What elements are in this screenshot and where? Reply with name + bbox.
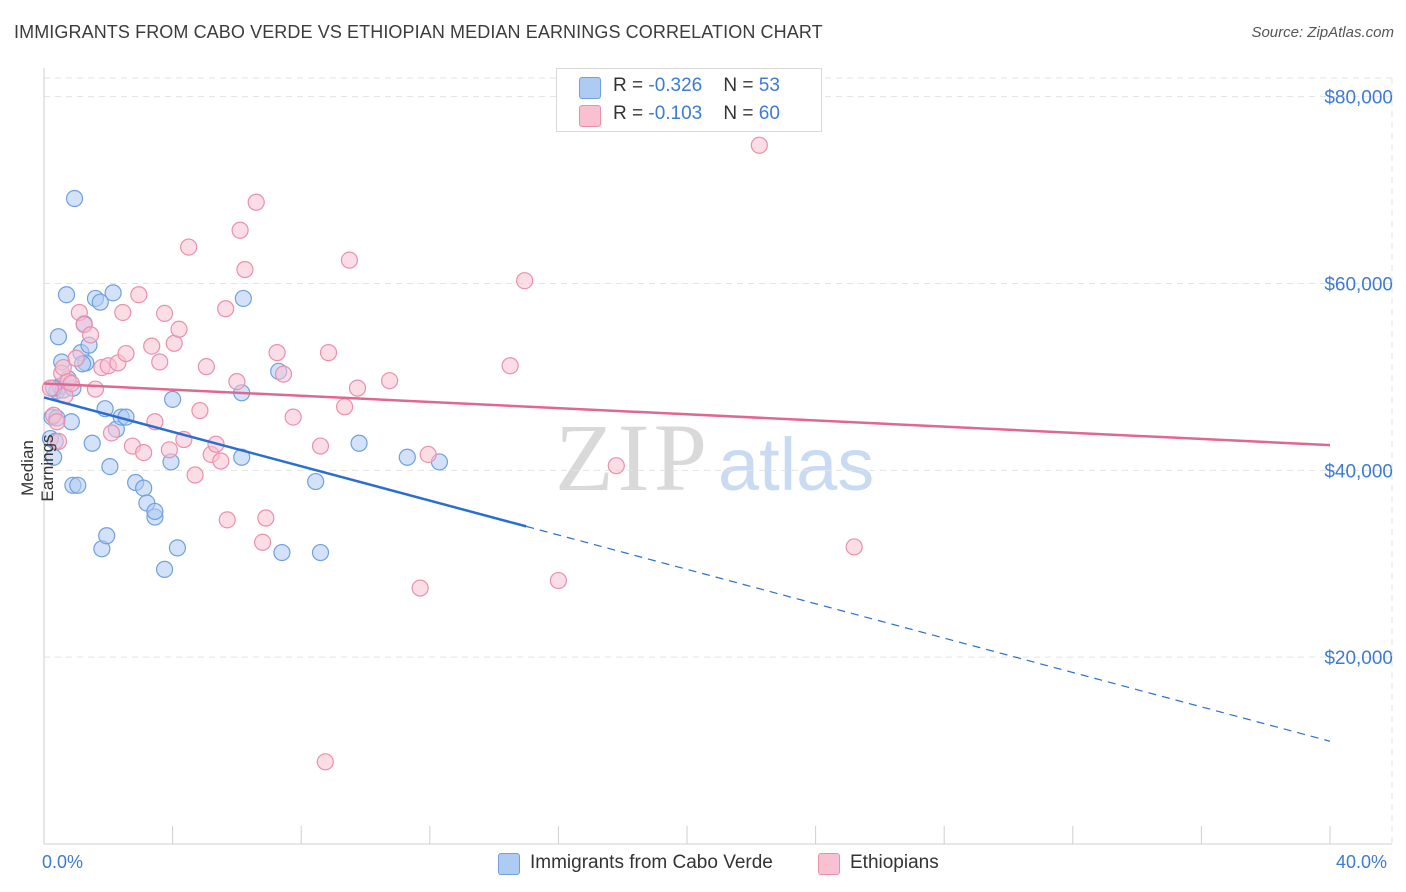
data-point — [336, 398, 354, 416]
data-point — [197, 358, 215, 376]
data-point — [516, 272, 534, 290]
bottom-legend-label-cabo-verde: Immigrants from Cabo Verde — [530, 852, 773, 873]
trend-line-ethiopians — [43, 382, 1331, 447]
bottom-legend-label-ethiopians: Ethiopians — [850, 852, 939, 873]
data-point — [180, 238, 198, 256]
data-point — [247, 193, 265, 211]
data-point — [49, 432, 68, 450]
data-point — [49, 328, 68, 346]
data-point — [83, 434, 101, 452]
data-point — [348, 379, 367, 397]
data-point — [191, 401, 209, 420]
data-point — [228, 372, 246, 391]
legend-r-label: R = — [613, 103, 649, 124]
data-point — [102, 424, 121, 442]
data-point — [257, 509, 275, 527]
trend-line-cabo-verde — [43, 396, 527, 528]
data-point — [98, 527, 116, 545]
y-tick-label: $40,000 — [1324, 461, 1393, 482]
y-axis-label: Median Earnings — [18, 434, 57, 502]
data-point — [91, 293, 109, 311]
data-point — [311, 543, 330, 562]
data-point — [284, 408, 302, 426]
watermark-zip: ZIP — [555, 404, 711, 511]
y-tick-label: $80,000 — [1324, 88, 1393, 109]
data-point — [236, 260, 254, 279]
data-point — [750, 136, 768, 154]
data-point — [104, 284, 122, 302]
legend-swatch-ethiopians — [579, 105, 601, 127]
data-point — [501, 357, 519, 375]
data-point — [411, 579, 429, 597]
y-tick-label: $20,000 — [1324, 648, 1393, 669]
data-point — [212, 452, 230, 470]
trend-line-cabo-verde-extrapolated — [526, 525, 1331, 742]
data-point — [381, 372, 399, 390]
data-point — [67, 349, 85, 367]
source-label: Source: ZipAtlas.com — [1251, 24, 1394, 41]
data-point — [48, 413, 66, 431]
data-point — [146, 502, 164, 521]
data-point — [268, 344, 286, 362]
data-point — [607, 457, 625, 475]
data-point — [57, 286, 76, 304]
legend-n-label: N = — [723, 103, 759, 124]
data-point — [170, 320, 188, 338]
data-point — [419, 445, 437, 464]
data-point — [254, 533, 272, 551]
legend-r-value-cabo-verde: -0.326 — [648, 75, 703, 96]
data-point — [160, 441, 178, 459]
data-point — [350, 434, 368, 452]
legend-n-value-cabo-verde: 53 — [758, 75, 780, 96]
data-point — [316, 753, 334, 771]
data-point — [135, 479, 153, 497]
data-point — [135, 443, 153, 462]
legend-n-value-ethiopians: 60 — [758, 103, 780, 124]
data-point — [82, 326, 100, 344]
bottom-legend-swatch-cabo-verde — [498, 853, 520, 875]
data-point — [155, 304, 174, 323]
data-point — [62, 413, 80, 431]
data-point — [151, 353, 169, 371]
data-point — [65, 189, 84, 208]
watermark-atlas: atlas — [718, 423, 874, 506]
data-point — [273, 543, 291, 562]
data-point — [217, 300, 235, 318]
data-point — [340, 251, 359, 269]
data-point — [234, 289, 252, 308]
data-point — [101, 458, 119, 476]
legend-swatch-cabo-verde — [579, 77, 601, 99]
data-point — [319, 344, 338, 362]
data-point — [274, 365, 293, 383]
data-point — [168, 539, 187, 557]
data-point — [69, 476, 87, 494]
legend-n-label: N = — [723, 75, 759, 96]
data-point — [186, 466, 204, 484]
correlation-legend: R = -0.326 N = 53 R = -0.103 N = 60 — [556, 68, 822, 132]
y-tick-label: $60,000 — [1324, 275, 1393, 296]
data-point — [130, 286, 148, 304]
legend-r-value-ethiopians: -0.103 — [648, 103, 703, 124]
x-tick-min: 0.0% — [42, 852, 84, 872]
legend-r-label: R = — [613, 75, 649, 96]
data-point — [549, 571, 568, 590]
data-point — [307, 472, 325, 491]
data-point — [117, 344, 135, 363]
data-point — [45, 448, 63, 466]
data-point — [218, 511, 236, 529]
data-point — [114, 303, 132, 322]
data-point — [143, 337, 161, 355]
data-point — [86, 380, 105, 398]
x-tick-max: 40.0% — [1336, 852, 1388, 872]
data-point — [311, 437, 330, 455]
bottom-legend-swatch-ethiopians — [818, 853, 840, 875]
data-point — [845, 538, 863, 556]
data-point — [164, 390, 182, 408]
data-point — [231, 221, 249, 239]
data-point — [155, 560, 174, 578]
data-point — [398, 448, 416, 466]
chart-title: IMMIGRANTS FROM CABO VERDE VS ETHIOPIAN … — [14, 22, 823, 42]
